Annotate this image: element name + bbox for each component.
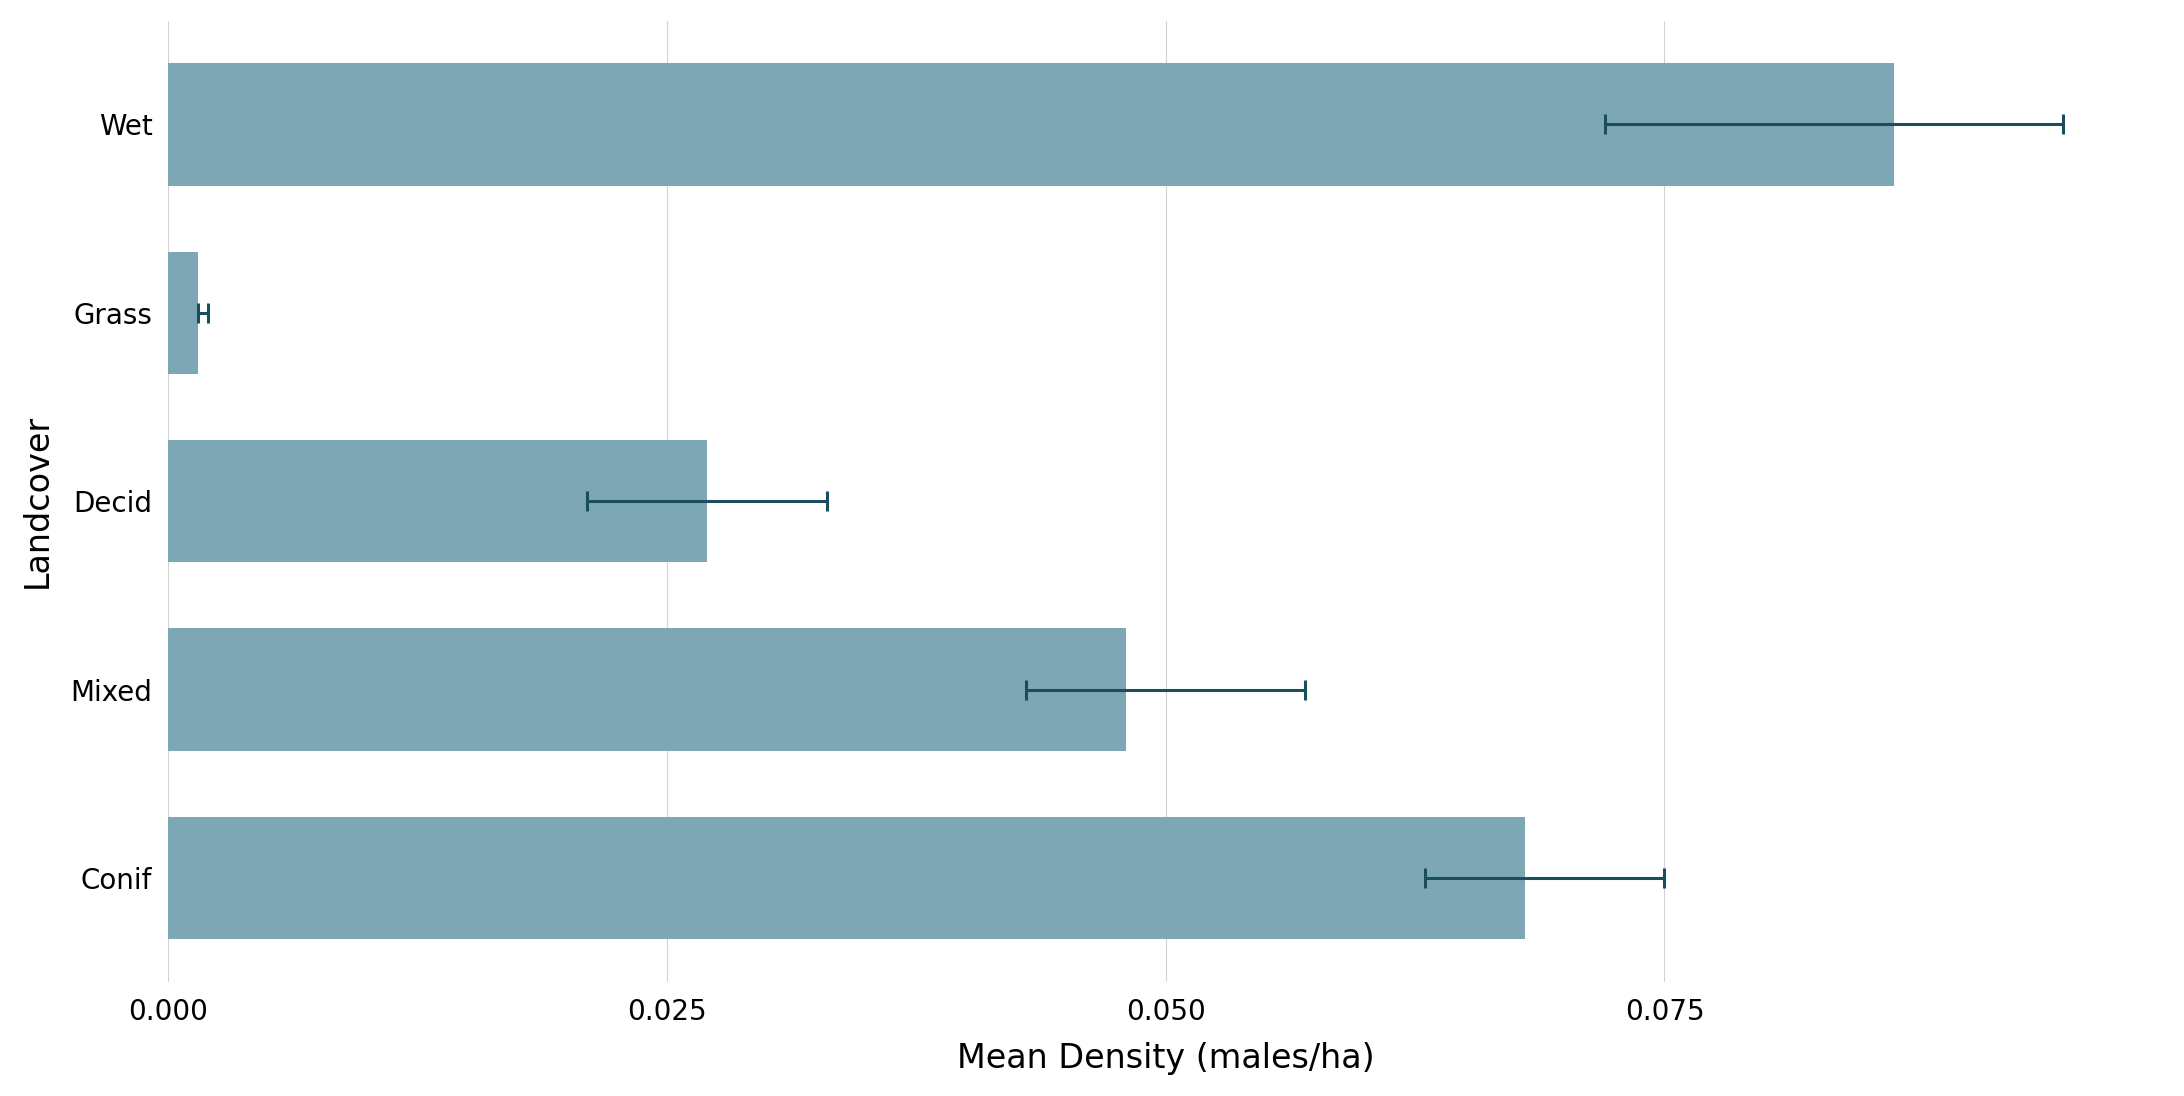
Bar [168,628,1127,751]
Y-axis label: Landcover: Landcover [22,414,55,589]
Bar [168,439,708,562]
Bar [168,817,1524,939]
Bar [168,64,1894,185]
X-axis label: Mean Density (males/ha): Mean Density (males/ha) [957,1042,1374,1075]
Bar [168,252,199,374]
